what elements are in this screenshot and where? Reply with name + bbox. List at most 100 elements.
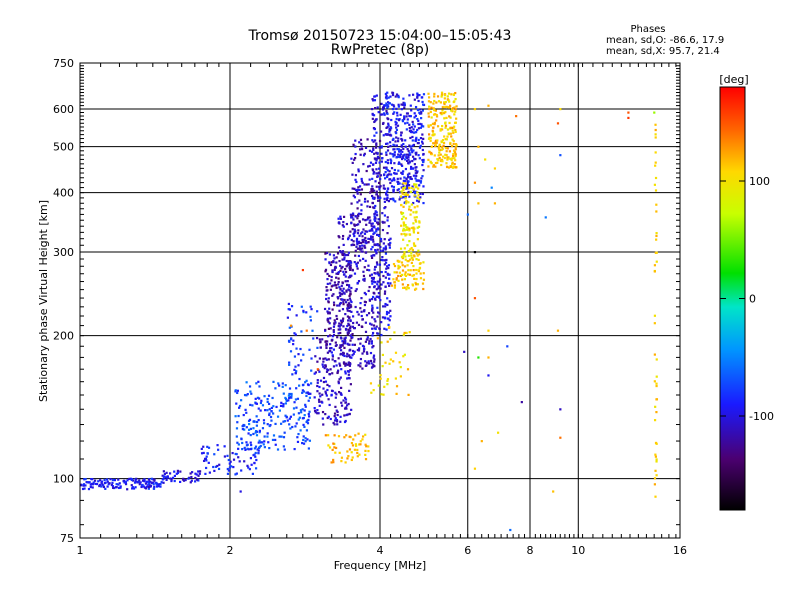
outlier-point [480, 440, 483, 443]
data-point [228, 462, 231, 465]
data-point [402, 97, 405, 100]
data-point [371, 139, 374, 142]
data-point [399, 153, 403, 156]
data-point [358, 199, 361, 202]
data-point [306, 391, 309, 394]
data-point [372, 232, 375, 236]
data-point [286, 419, 289, 422]
data-point [258, 431, 261, 434]
data-point [453, 125, 456, 128]
y-tick-label: 300 [53, 246, 74, 259]
data-point [420, 111, 423, 114]
data-point [280, 435, 283, 438]
data-point [401, 138, 404, 141]
data-point [334, 405, 337, 408]
data-point [407, 180, 410, 183]
data-point [412, 222, 415, 225]
data-point [339, 215, 342, 218]
data-point [371, 245, 374, 249]
data-point [249, 441, 252, 444]
data-point [427, 100, 431, 103]
data-point [371, 98, 374, 101]
data-point [148, 482, 151, 485]
data-point [339, 249, 342, 253]
outlier-point [515, 115, 518, 118]
data-point [360, 212, 363, 216]
data-point [328, 322, 331, 325]
data-point [357, 254, 360, 258]
data-point [384, 247, 388, 250]
data-point [325, 358, 328, 361]
data-point [287, 339, 291, 342]
data-point [404, 255, 407, 258]
data-point [245, 394, 248, 397]
data-point [386, 187, 390, 190]
data-point [299, 347, 302, 351]
data-point [378, 139, 382, 143]
data-point [408, 126, 411, 130]
data-point [385, 193, 388, 196]
data-point [366, 200, 369, 203]
data-point [357, 229, 360, 232]
data-point [338, 362, 341, 365]
data-point [349, 299, 352, 302]
data-point [141, 479, 145, 482]
data-point [411, 159, 414, 163]
data-point [322, 423, 325, 426]
data-point [386, 173, 389, 176]
data-point [284, 396, 287, 400]
data-point [160, 481, 163, 484]
data-point [416, 96, 419, 99]
data-point [228, 466, 232, 469]
data-point [395, 136, 398, 139]
data-point [340, 251, 343, 254]
data-point [434, 165, 437, 168]
data-point [198, 470, 202, 473]
data-point [419, 272, 422, 275]
data-point [375, 185, 378, 188]
data-point [152, 487, 156, 490]
data-point [324, 390, 327, 393]
data-point [290, 305, 294, 308]
data-point [413, 277, 416, 280]
data-point [372, 324, 376, 327]
data-point [405, 200, 408, 203]
data-point [354, 249, 357, 252]
data-point [415, 151, 418, 154]
data-point [195, 473, 198, 476]
data-point [411, 248, 415, 252]
data-point [420, 117, 423, 120]
data-point [374, 272, 377, 275]
data-point [284, 402, 288, 405]
data-point [357, 349, 361, 352]
data-point [344, 406, 347, 409]
data-point [106, 485, 109, 488]
data-point [383, 238, 386, 241]
data-point [409, 269, 412, 272]
chart-subtitle: RwPretec (8p) [331, 42, 429, 58]
data-point [259, 441, 263, 444]
phase-legend-o: mean, sd,O: -86.6, 17.9 [606, 35, 724, 46]
data-point [416, 92, 419, 95]
data-point [428, 136, 431, 139]
data-point [444, 124, 448, 127]
data-point [361, 244, 364, 247]
data-point [405, 233, 408, 236]
data-point [388, 238, 391, 242]
data-point [223, 445, 226, 448]
data-point [98, 484, 101, 488]
data-point [374, 281, 377, 284]
data-point [356, 188, 359, 191]
data-point [653, 270, 656, 273]
data-point [440, 145, 443, 149]
data-point [112, 486, 115, 490]
data-point [371, 346, 374, 349]
data-point [413, 116, 416, 119]
data-point [427, 112, 430, 115]
data-point [398, 162, 401, 165]
data-point [332, 330, 335, 334]
data-point [422, 169, 425, 172]
data-point [356, 267, 359, 270]
data-point [173, 470, 176, 473]
data-point [351, 212, 355, 215]
